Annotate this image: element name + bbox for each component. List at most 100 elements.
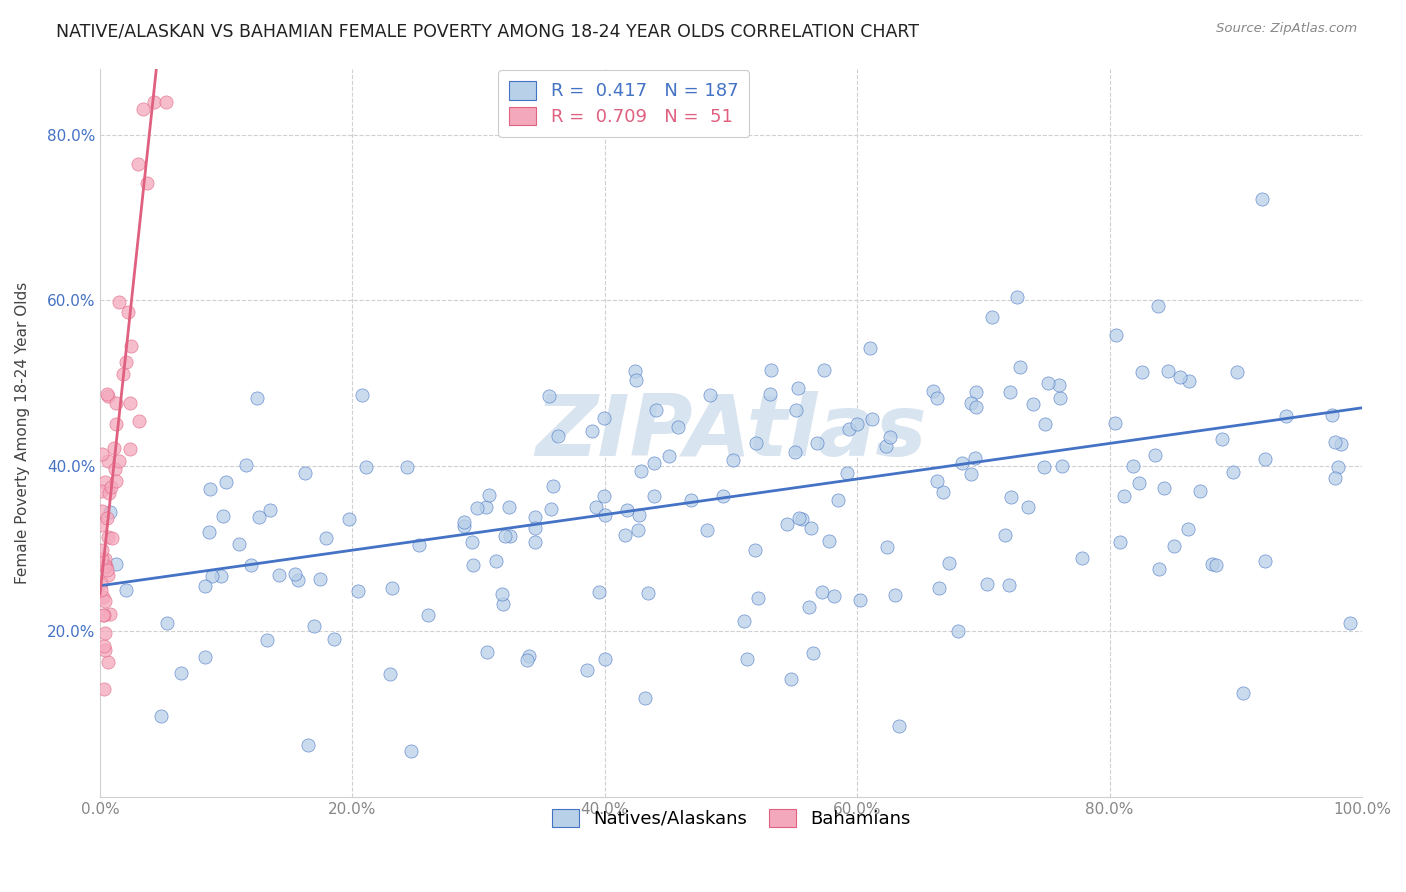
Point: [90, 576, 112, 591]
Point: [104, 461, 127, 475]
Point: [1114, 489, 1136, 503]
Point: [90, 504, 112, 518]
Point: [966, 384, 988, 399]
Point: [540, 501, 562, 516]
Point: [921, 384, 943, 398]
Point: [547, 429, 569, 443]
Point: [259, 502, 281, 516]
Point: [837, 466, 859, 480]
Point: [118, 395, 141, 409]
Point: [1104, 417, 1126, 431]
Point: [1324, 435, 1347, 450]
Point: [396, 460, 419, 475]
Point: [679, 492, 702, 507]
Point: [91, 590, 114, 604]
Point: [120, 339, 142, 353]
Point: [759, 386, 782, 401]
Point: [588, 585, 610, 599]
Point: [883, 588, 905, 602]
Point: [1222, 465, 1244, 479]
Point: [94, 559, 117, 574]
Point: [537, 389, 560, 403]
Point: [806, 435, 828, 450]
Point: [658, 449, 681, 463]
Point: [117, 305, 139, 319]
Point: [541, 478, 564, 492]
Point: [1105, 328, 1128, 343]
Point: [637, 586, 659, 600]
Point: [519, 649, 541, 664]
Point: [1017, 500, 1039, 514]
Point: [887, 719, 910, 733]
Point: [1177, 374, 1199, 388]
Point: [875, 439, 897, 453]
Point: [1339, 615, 1361, 630]
Point: [1047, 377, 1070, 392]
Point: [627, 523, 650, 537]
Point: [1168, 370, 1191, 384]
Point: [627, 508, 650, 522]
Point: [350, 387, 373, 401]
Point: [581, 425, 603, 439]
Point: [200, 482, 222, 496]
Point: [215, 475, 238, 489]
Point: [1147, 562, 1170, 576]
Point: [475, 645, 498, 659]
Point: [1163, 539, 1185, 553]
Point: [643, 456, 665, 470]
Point: [453, 515, 475, 529]
Point: [1232, 686, 1254, 700]
Point: [461, 534, 484, 549]
Point: [801, 646, 824, 660]
Point: [114, 355, 136, 369]
Point: [1275, 409, 1298, 423]
Point: [93, 551, 115, 566]
Point: [90, 483, 112, 498]
Point: [246, 391, 269, 405]
Point: [463, 558, 485, 573]
Point: [666, 419, 689, 434]
Point: [849, 593, 872, 607]
Point: [90, 582, 112, 597]
Point: [453, 519, 475, 533]
Point: [823, 589, 845, 603]
Y-axis label: Female Poverty Among 18-24 Year Olds: Female Poverty Among 18-24 Year Olds: [15, 282, 30, 583]
Point: [786, 381, 808, 395]
Point: [592, 489, 614, 503]
Point: [576, 663, 599, 677]
Point: [128, 414, 150, 428]
Point: [950, 456, 973, 470]
Point: [135, 176, 157, 190]
Point: [315, 531, 337, 545]
Point: [91, 447, 114, 461]
Point: [235, 458, 257, 472]
Point: [1226, 365, 1249, 379]
Point: [616, 503, 638, 517]
Point: [97, 389, 120, 403]
Point: [1177, 522, 1199, 536]
Point: [524, 535, 547, 549]
Point: [813, 363, 835, 377]
Point: [745, 436, 768, 450]
Point: [927, 392, 949, 406]
Point: [965, 450, 987, 465]
Point: [931, 484, 953, 499]
Point: [785, 444, 807, 458]
Point: [959, 396, 981, 410]
Point: [247, 510, 270, 524]
Point: [1189, 483, 1212, 498]
Point: [111, 367, 134, 381]
Point: [516, 652, 538, 666]
Point: [699, 387, 721, 401]
Point: [711, 489, 734, 503]
Point: [523, 509, 546, 524]
Point: [90, 543, 112, 558]
Point: [613, 528, 636, 542]
Point: [1035, 417, 1057, 431]
Point: [287, 573, 309, 587]
Point: [97, 568, 120, 582]
Point: [1205, 558, 1227, 573]
Point: [1201, 558, 1223, 572]
Point: [1324, 471, 1347, 485]
Point: [294, 466, 316, 480]
